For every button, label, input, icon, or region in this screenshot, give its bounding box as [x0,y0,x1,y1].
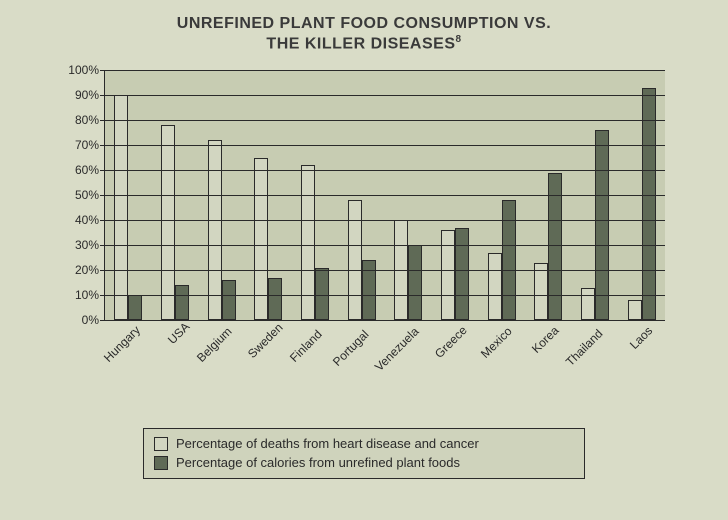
gridline [105,195,665,196]
x-tick-label: Laos [627,323,655,351]
legend-label: Percentage of deaths from heart disease … [176,435,479,453]
bar-calories [502,200,516,320]
bar-calories [315,268,329,321]
bar-calories [128,295,142,320]
y-tick-label: 40% [75,213,99,227]
gridline [105,120,665,121]
x-tick-label: Korea [529,324,562,357]
title-line-1: UNREFINED PLANT FOOD CONSUMPTION VS. [177,15,551,32]
bar-calories [268,278,282,321]
x-tick-label: Greece [432,323,470,361]
bar-deaths [161,125,175,320]
bar-deaths [348,200,362,320]
bar-deaths [534,263,548,321]
bar-deaths [301,165,315,320]
bar-deaths [581,288,595,321]
y-tick-label: 20% [75,263,99,277]
y-tick-label: 60% [75,163,99,177]
title-line-2: THE KILLER DISEASES [266,35,455,52]
y-tick-mark [100,320,105,321]
gridline [105,220,665,221]
y-tick-label: 30% [75,238,99,252]
y-tick-mark [100,270,105,271]
gridline [105,145,665,146]
y-tick-mark [100,170,105,171]
bar-calories [362,260,376,320]
y-tick-label: 90% [75,88,99,102]
y-tick-label: 80% [75,113,99,127]
x-tick-label: Thailand [563,327,605,369]
legend: Percentage of deaths from heart disease … [143,428,585,478]
x-tick-label: Belgium [194,324,235,365]
bar-calories [455,228,469,321]
chart-title: UNREFINED PLANT FOOD CONSUMPTION VS. THE… [20,14,708,54]
bar-deaths [114,95,128,320]
y-tick-mark [100,245,105,246]
x-tick-label: Hungary [101,323,143,365]
gridline [105,270,665,271]
y-tick-label: 10% [75,288,99,302]
y-tick-mark [100,295,105,296]
bar-calories [222,280,236,320]
x-tick-label: Finland [287,327,325,365]
bar-deaths [441,230,455,320]
y-tick-mark [100,70,105,71]
x-tick-label: Portugal [330,328,372,370]
gridline [105,95,665,96]
legend-label: Percentage of calories from unrefined pl… [176,454,460,472]
x-tick-label: Mexico [478,324,515,361]
legend-swatch-deaths [154,437,168,451]
gridline [105,295,665,296]
y-tick-mark [100,120,105,121]
y-tick-mark [100,145,105,146]
bar-calories [175,285,189,320]
legend-item: Percentage of deaths from heart disease … [154,435,574,453]
x-tick-label: Venezuela [372,324,422,374]
gridline [105,170,665,171]
title-superscript: 8 [456,34,462,45]
bar-deaths [208,140,222,320]
legend-item: Percentage of calories from unrefined pl… [154,454,574,472]
legend-swatch-calories [154,456,168,470]
chart-box: 0%10%20%30%40%50%60%70%80%90%100% Hungar… [44,60,684,370]
y-tick-label: 70% [75,138,99,152]
bar-calories [408,245,422,320]
x-tick-label: Sweden [245,320,286,361]
y-tick-mark [100,95,105,96]
y-tick-label: 0% [82,313,99,327]
bar-deaths [628,300,642,320]
bar-deaths [488,253,502,321]
y-tick-label: 50% [75,188,99,202]
y-tick-label: 100% [68,63,99,77]
gridline [105,70,665,71]
y-tick-mark [100,220,105,221]
gridline [105,245,665,246]
chart-container: UNREFINED PLANT FOOD CONSUMPTION VS. THE… [0,0,728,520]
bar-calories [595,130,609,320]
y-tick-mark [100,195,105,196]
x-axis-labels: Hungary USABelgiumSwedenFinlandPortugalVe… [104,322,664,382]
plot-area: 0%10%20%30%40%50%60%70%80%90%100% [104,70,665,321]
bar-calories [642,88,656,321]
x-tick-label: USA [165,320,192,347]
